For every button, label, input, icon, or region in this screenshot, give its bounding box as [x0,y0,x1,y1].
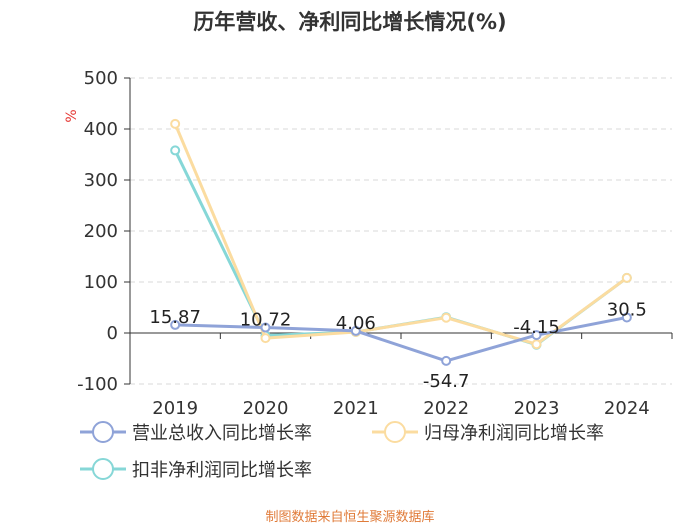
data-label: -54.7 [423,371,470,392]
data-label: 15.87 [149,307,201,328]
legend-item: 营业总收入同比增长率 [80,421,312,444]
x-tick-label: 2022 [423,398,469,419]
data-label: 4.06 [336,313,376,334]
data-point [441,312,452,323]
y-tick-label: -100 [77,374,118,395]
legend-item: 归母净利润同比增长率 [372,421,604,444]
series-lines [170,118,632,366]
legend-marker [92,458,114,480]
legend-marker [384,421,406,443]
axes: 500 400 300 200 100 0 -100 2019 2020 2021 2022 2023… [64,68,673,419]
data-label: 10.72 [240,310,292,331]
x-tick-label: 2023 [514,398,560,419]
legend-label: 营业总收入同比增长率 [132,423,312,444]
data-point [441,355,452,366]
x-tick-label: 2019 [152,398,198,419]
y-tick-label: 500 [84,68,118,89]
y-tick-label: 400 [84,119,118,140]
y-tick-label: 300 [84,170,118,191]
data-point [170,145,181,156]
x-tick-label: 2024 [604,398,650,419]
legend-label: 归母净利润同比增长率 [424,423,604,444]
data-label: 30.5 [607,299,647,320]
data-point [350,325,361,336]
data-point [170,319,181,330]
y-tick-label: 200 [84,221,118,242]
y-axis-unit-label: % [64,109,80,122]
y-tick-label: 100 [84,272,118,293]
data-label: -4.15 [513,317,560,338]
legend-marker [92,421,114,443]
data-point [621,272,632,283]
legend-item: 扣非净利润同比增长率 [80,458,312,481]
data-point [260,322,271,333]
data-point [531,339,542,350]
data-labels: 15.87 10.72 4.06 -54.7 -4.15 30.5 [149,299,646,391]
data-point [531,330,542,341]
chart-title: 历年营收、净利同比增长情况(%) [193,10,507,34]
legend-label: 扣非净利润同比增长率 [132,460,312,481]
data-point [260,333,271,344]
data-source-note: 制图数据来自恒生聚源数据库 [265,510,435,525]
data-point [621,312,632,323]
x-tick-label: 2021 [333,398,379,419]
series-line [173,315,629,363]
x-tick-label: 2020 [243,398,289,419]
data-point [170,118,181,129]
y-tick-label: 0 [107,323,118,344]
